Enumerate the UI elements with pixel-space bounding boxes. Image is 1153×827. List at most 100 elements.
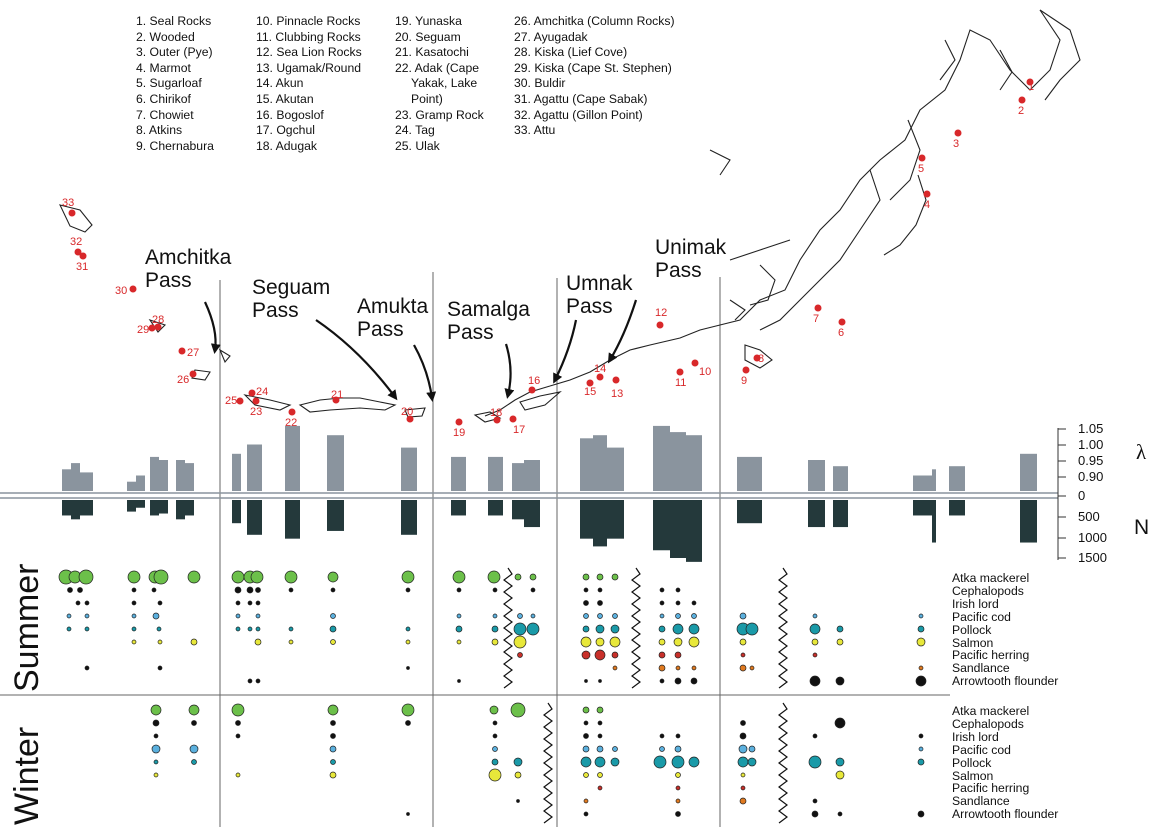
summer-dot-0-12	[401, 570, 415, 584]
summer-dot-0-2	[78, 569, 94, 585]
summer-dot-3-9	[517, 613, 523, 619]
summer-dot-4-24	[917, 625, 925, 633]
prey-item: Cephalopods	[952, 583, 1024, 598]
colony-item: 7. Chowiet	[136, 107, 194, 122]
summer-dot-5-18	[836, 638, 844, 646]
n-tick-1500: 1500	[1078, 550, 1107, 565]
summer-dot-3-13	[612, 613, 618, 619]
summer-dot-4-14	[582, 625, 590, 633]
site-label-7: 7	[813, 313, 819, 325]
lambda-bar-site-28	[150, 456, 159, 491]
summer-dot-4-18	[672, 623, 684, 635]
colony-legend-col-1: 1. Seal Rocks 2. Wooded 3. Outer (Pye) 4…	[136, 14, 214, 154]
lambda-tick-1.05: 1.05	[1078, 421, 1104, 436]
summer-dot-2-10	[675, 600, 681, 606]
colony-item: 21. Kasatochi	[395, 45, 469, 60]
winter-dot-2-7	[675, 733, 681, 739]
winter-dot-4-5	[580, 756, 592, 768]
winter-dot-4-10	[688, 756, 700, 768]
pass-label-samalga: Samalga Pass	[447, 298, 530, 344]
summer-dot-3-4	[235, 613, 241, 619]
site-label-32: 32	[70, 236, 82, 248]
lambda-bar-site-13	[580, 438, 593, 491]
n-bar-site-4	[913, 500, 932, 516]
region-dividers	[0, 272, 950, 827]
lambda-bar-site-24	[232, 453, 241, 491]
site-label-1: 1	[1028, 81, 1034, 93]
summer-dot-5-5	[330, 639, 336, 645]
n-bar-site-13	[580, 500, 593, 539]
site-label-10: 10	[699, 366, 711, 378]
winter-dot-1-9	[834, 717, 846, 729]
site-label-31: 31	[76, 261, 88, 273]
winter-dot-3-10	[748, 745, 756, 753]
lambda-bar-site-11	[607, 447, 624, 491]
n-bar-site-23	[247, 500, 262, 535]
winter-dot-5-9	[835, 770, 845, 780]
n-tick-500: 500	[1078, 509, 1100, 524]
site-label-25: 25	[225, 395, 237, 407]
winter-dot-4-6	[594, 756, 606, 768]
winter-dot-7-0	[516, 799, 520, 803]
summer-dot-1-3	[151, 587, 157, 593]
winter-dot-5-4	[514, 771, 522, 779]
lambda-bar-site-6	[808, 460, 825, 491]
winter-dot-8-0	[406, 812, 410, 816]
colony-item: 33. Attu	[514, 123, 556, 138]
winter-dot-1-2	[235, 720, 241, 726]
winter-dot-4-2	[330, 759, 336, 765]
colony-item: 3. Outer (Pye)	[136, 45, 213, 60]
prey-item: Atka mackerel	[952, 704, 1030, 718]
n-bar-site-6	[808, 500, 825, 528]
summer-dot-3-14	[659, 613, 665, 619]
lambda-bar-site-31	[80, 472, 93, 491]
colony-item: 22. Adak (Cape	[395, 60, 480, 75]
colony-item: Yakak, Lake	[411, 76, 478, 91]
summer-dot-5-12	[609, 636, 621, 648]
colony-item: 4. Marmot	[136, 60, 191, 75]
summer-dot-6-3	[611, 651, 619, 659]
prey-legend-winter: Atka mackerel Cephalopods Irish lord Pac…	[952, 705, 1058, 821]
lambda-bar-site-5	[833, 466, 848, 491]
summer-dot-7-1	[157, 665, 163, 671]
n-bar-site-8	[686, 500, 702, 562]
summer-dot-1-14	[597, 587, 603, 593]
n-bar-site-1	[1020, 500, 1037, 543]
winter-dot-7-2	[675, 798, 681, 804]
winter-dot-5-6	[597, 772, 603, 778]
winter-dot-6-0	[597, 785, 603, 791]
summer-dot-2-8	[597, 600, 603, 606]
site-label-30: 30	[115, 285, 127, 297]
summer-dot-5-7	[456, 639, 462, 645]
winter-dot-5-1	[235, 772, 241, 778]
summer-dot-4-17	[658, 625, 666, 633]
n-bar-site-16	[488, 500, 503, 516]
winter-dot-3-9	[738, 744, 748, 754]
n-bar-site-22	[285, 500, 300, 539]
winter-dot-4-11	[737, 756, 749, 768]
colony-item: 12. Sea Lion Rocks	[256, 45, 362, 60]
lambda-bar-site-33	[62, 469, 71, 491]
summer-dot-4-0	[66, 626, 72, 632]
winter-dot-4-8	[653, 755, 667, 769]
summer-dot-3-10	[530, 613, 536, 619]
winter-dot-8-5	[917, 810, 925, 818]
winter-dot-0-2	[231, 703, 245, 717]
summer-dot-8-3	[584, 679, 588, 683]
summer-dot-3-15	[675, 613, 681, 619]
lambda-bar-site-8	[686, 435, 702, 491]
summer-dot-4-21	[745, 622, 759, 636]
summer-dot-0-9	[250, 570, 264, 584]
colony-item: 24. Tag	[395, 123, 435, 138]
summer-dot-6-4	[658, 651, 666, 659]
prey-item: Pacific cod	[952, 742, 1011, 757]
lambda-bar-site-17	[451, 456, 466, 491]
summer-dot-0-19	[611, 573, 619, 581]
summer-dot-6-5	[674, 651, 682, 659]
winter-dot-4-0	[153, 759, 159, 765]
prey-item: Arrowtooth flounder	[952, 807, 1059, 822]
site-label-13: 13	[611, 388, 623, 400]
colony-item: 25. Ulak	[395, 138, 440, 153]
winter-dot-3-3	[492, 746, 498, 752]
lambda-bar-site-23	[247, 444, 262, 491]
